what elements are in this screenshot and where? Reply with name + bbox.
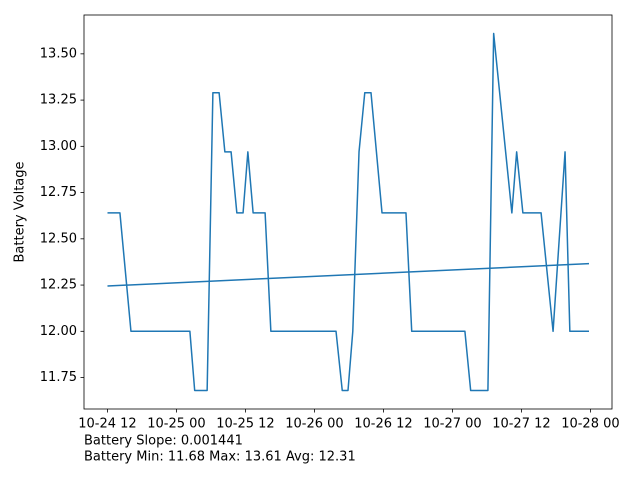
x-tick-label: 10-28 00	[561, 417, 619, 432]
annotation: Battery Min: 11.68 Max: 13.61 Avg: 12.31	[84, 450, 356, 465]
y-tick-label: 13.00	[40, 139, 77, 154]
annotation: Battery Slope: 0.001441	[84, 434, 243, 449]
x-tick-label: 10-27 12	[492, 417, 550, 432]
y-tick-label: 13.25	[40, 93, 77, 108]
y-tick-label: 12.75	[40, 185, 77, 200]
y-tick-label: 11.75	[40, 370, 77, 385]
x-tick-label: 10-26 00	[285, 417, 343, 432]
y-tick-label: 12.00	[40, 324, 77, 339]
line-series	[107, 32, 589, 392]
x-tick-label: 10-24 12	[78, 417, 136, 432]
y-tick-label: 12.50	[40, 231, 77, 246]
x-tick-label: 10-25 12	[216, 417, 274, 432]
y-tick-label: 13.50	[40, 46, 77, 61]
x-tick-label: 10-25 00	[147, 417, 205, 432]
y-axis-label: Battery Voltage	[13, 161, 28, 262]
x-tick-label: 10-26 12	[354, 417, 412, 432]
line-series	[107, 262, 590, 287]
y-tick-label: 12.25	[40, 278, 77, 293]
plot-frame	[83, 14, 613, 410]
x-tick-label: 10-27 00	[423, 417, 481, 432]
